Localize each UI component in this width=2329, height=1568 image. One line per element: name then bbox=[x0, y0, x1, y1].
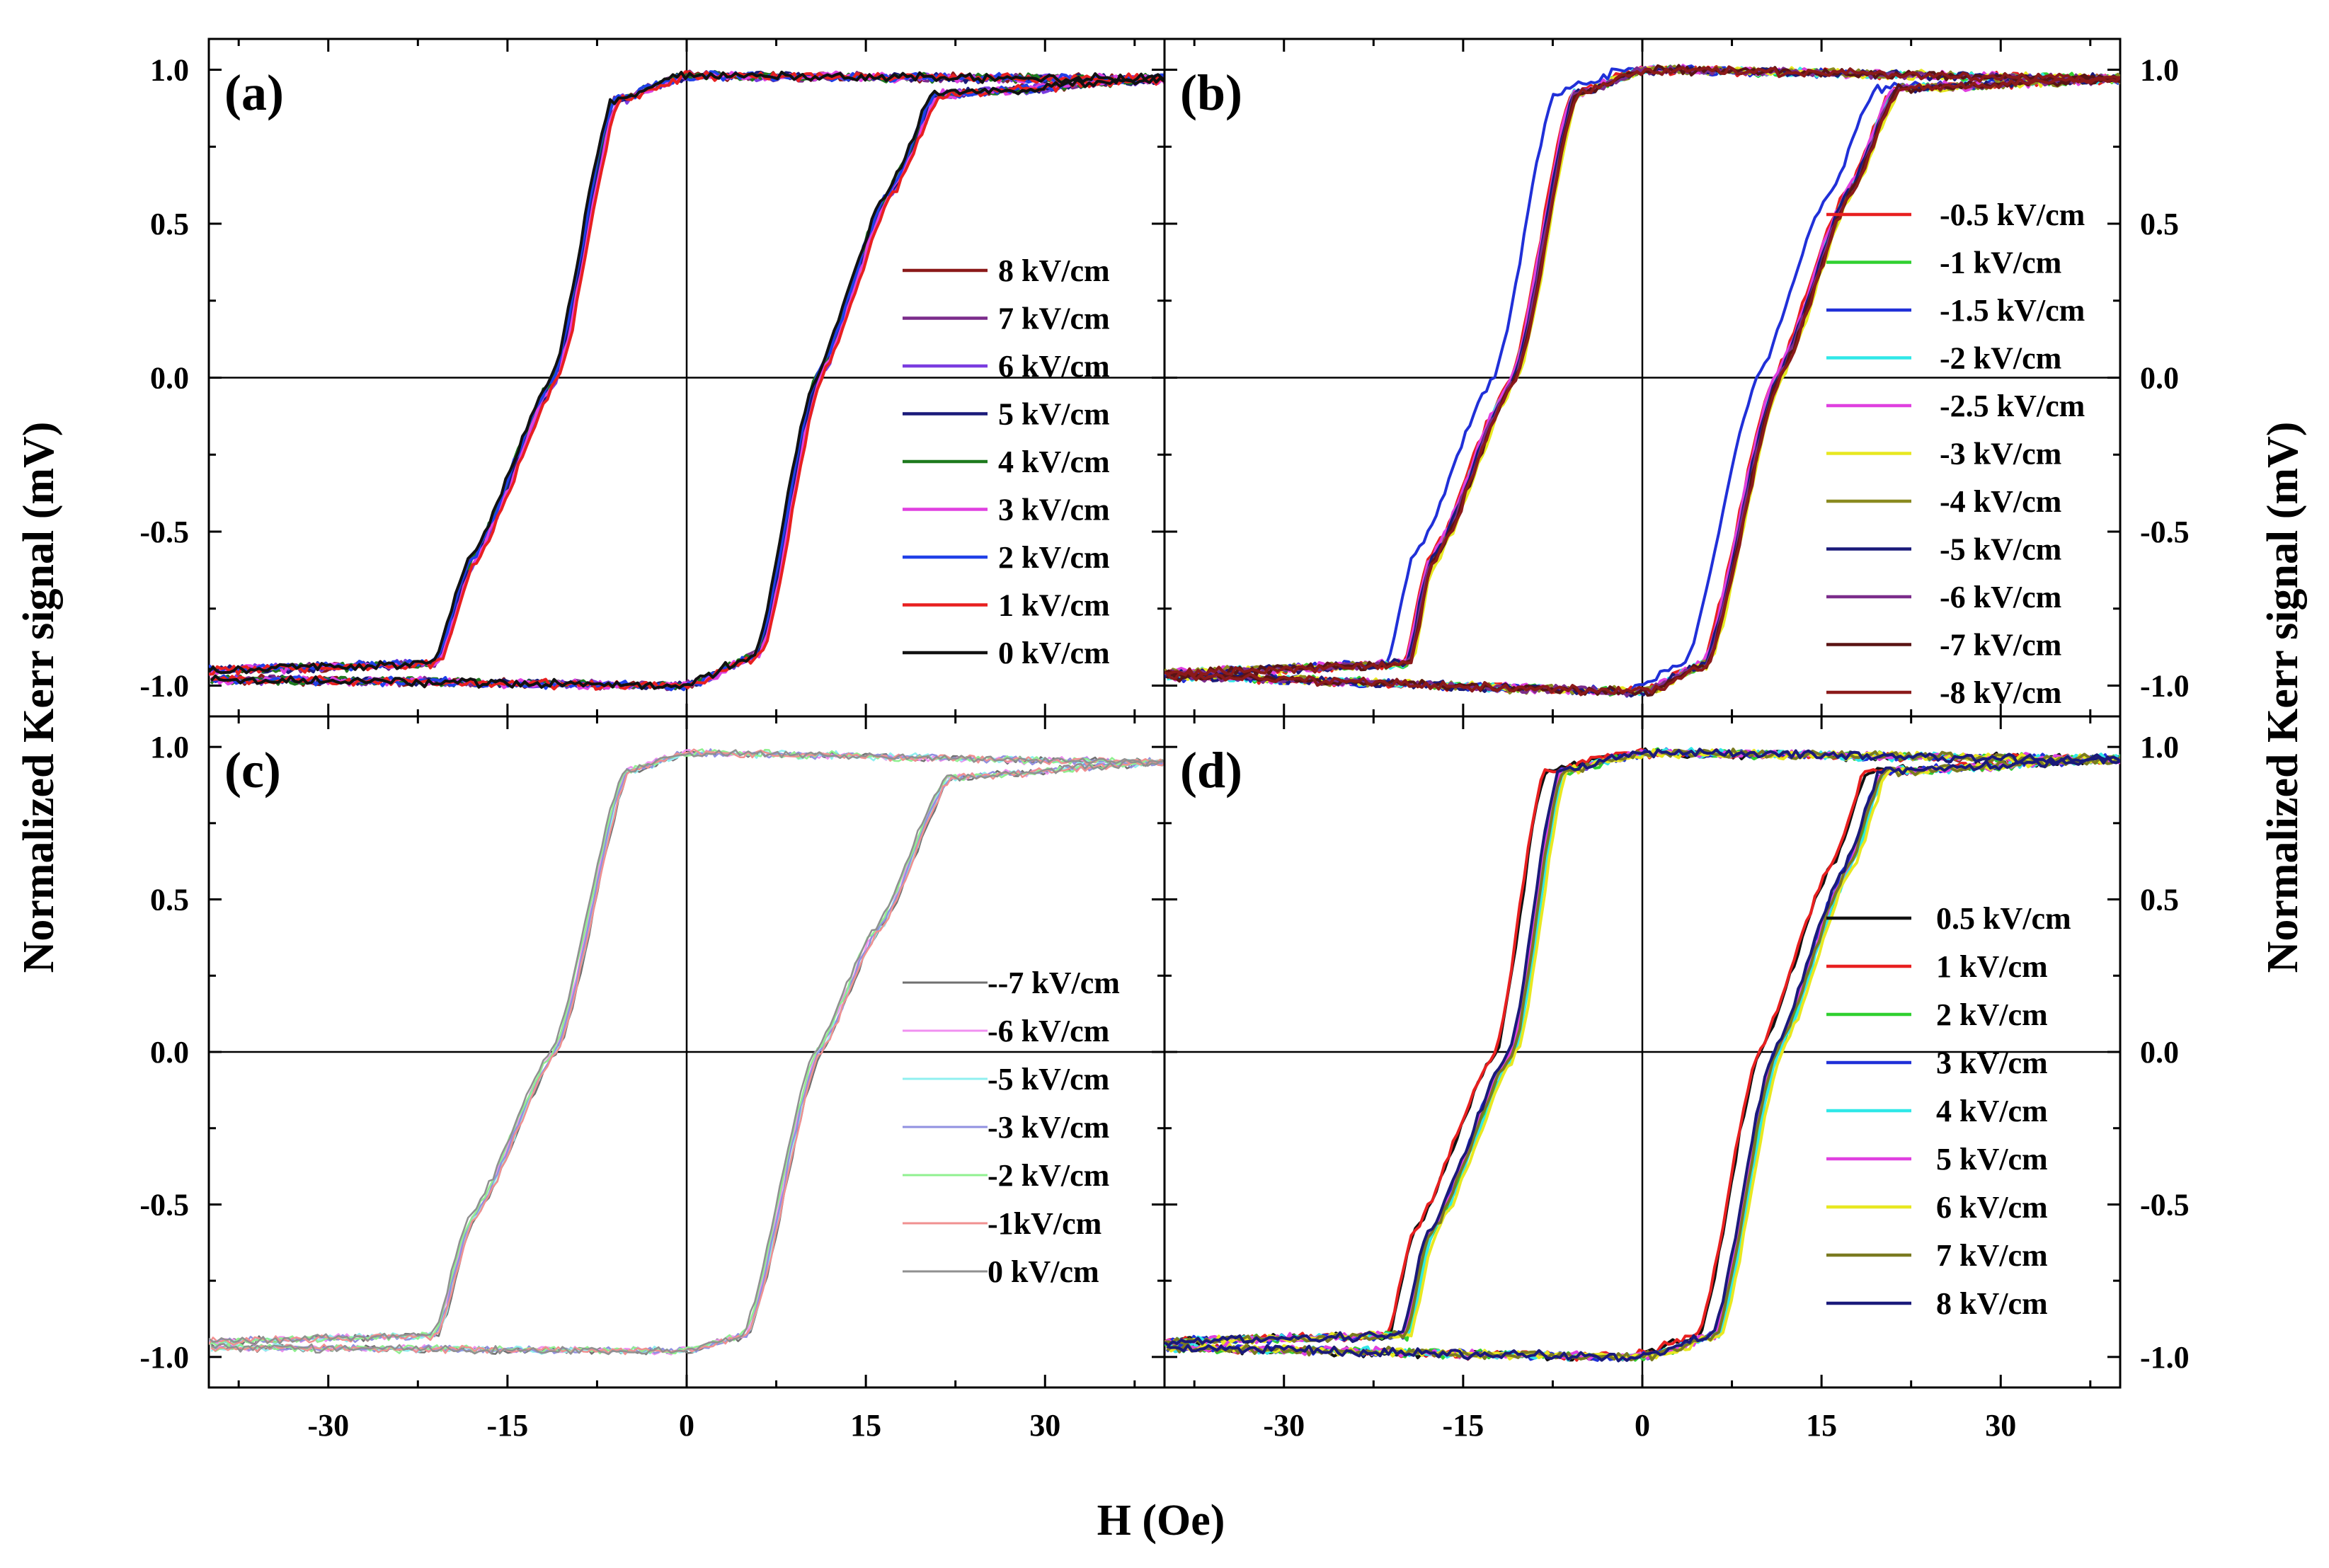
legend-label: 2 kV/cm bbox=[1936, 997, 2048, 1032]
panel-d: -30 -15 0 15 30 -1.0 -0.5 0.0 0.5 1.0 0.5 kV/cm 1 k… bbox=[1163, 715, 2190, 1443]
legend-label: 6 kV/cm bbox=[1936, 1190, 2048, 1225]
series-group bbox=[1164, 64, 2120, 698]
legend-label: -2 kV/cm bbox=[1940, 341, 2061, 376]
legend-label: -3 kV/cm bbox=[988, 1110, 1109, 1145]
legend-label: 8 kV/cm bbox=[1936, 1286, 2048, 1321]
legend-label: -1 kV/cm bbox=[1940, 246, 2061, 280]
legend-label: -8 kV/cm bbox=[1940, 675, 2061, 710]
series-group bbox=[1164, 747, 2120, 1363]
y-tick-label: -1.0 bbox=[2140, 1340, 2190, 1375]
legend-label: 2 kV/cm bbox=[998, 540, 1110, 575]
x-tick-label: -30 bbox=[307, 1408, 349, 1443]
panel-letter: (b) bbox=[1180, 64, 1242, 121]
panels-group: -1.0 -0.5 0.0 0.5 1.0 8 kV/cm 7 kV/cm 6 kV/cm 5 … bbox=[139, 38, 2190, 1443]
legend-label: 6 kV/cm bbox=[998, 349, 1110, 384]
panel-a: -1.0 -0.5 0.0 0.5 1.0 8 kV/cm 7 kV/cm 6 kV/cm 5 … bbox=[139, 38, 1166, 718]
legend-label: 3 kV/cm bbox=[1936, 1046, 2048, 1080]
panel-b: -1.0 -0.5 0.0 0.5 1.0 -0.5 kV/cm -1 kV/cm -1.5 … bbox=[1163, 38, 2190, 718]
y-tick-label: 0.0 bbox=[150, 1035, 189, 1070]
y-tick-label: 0.5 bbox=[150, 207, 189, 241]
legend-label: -1kV/cm bbox=[988, 1206, 1101, 1241]
x-tick-label: 15 bbox=[1806, 1408, 1837, 1443]
y-tick-label: 0.5 bbox=[2140, 883, 2179, 917]
x-tick-label: -30 bbox=[1263, 1408, 1305, 1443]
y-tick-label: 0.5 bbox=[150, 883, 189, 917]
series-line--8-kV-cm bbox=[1164, 65, 2120, 697]
x-tick-label: 0 bbox=[679, 1408, 694, 1443]
legend-label: -5 kV/cm bbox=[1940, 532, 2061, 567]
legend-label: 8 kV/cm bbox=[998, 253, 1110, 288]
x-tick-label: 15 bbox=[850, 1408, 881, 1443]
legend-label: -6 kV/cm bbox=[988, 1014, 1109, 1048]
legend-label: -5 kV/cm bbox=[988, 1062, 1109, 1097]
y-tick-label: 1.0 bbox=[2140, 53, 2179, 88]
series-line-0-kV-cm bbox=[209, 749, 1164, 1356]
y-tick-label: 1.0 bbox=[150, 53, 189, 88]
legend-label: -2 kV/cm bbox=[988, 1158, 1109, 1193]
legend-label: 5 kV/cm bbox=[1936, 1142, 2048, 1177]
legend-label: --7 kV/cm bbox=[988, 966, 1120, 1000]
legend-label: 0 kV/cm bbox=[998, 636, 1110, 670]
legend-label: 7 kV/cm bbox=[1936, 1238, 2048, 1273]
legend-label: -2.5 kV/cm bbox=[1940, 389, 2085, 423]
series-group bbox=[209, 748, 1164, 1356]
legend-label: -7 kV/cm bbox=[1940, 628, 2061, 663]
y-tick-label: -1.0 bbox=[139, 1340, 189, 1375]
y-tick-label: -1.0 bbox=[139, 669, 189, 704]
x-tick-label: -15 bbox=[487, 1408, 529, 1443]
legend-label: -6 kV/cm bbox=[1940, 580, 2061, 614]
legend-label: 1 kV/cm bbox=[1936, 949, 2048, 984]
legend-label: 0.5 kV/cm bbox=[1936, 901, 2071, 936]
series-line--1kV-cm bbox=[209, 748, 1164, 1356]
series-line-0-kV-cm bbox=[209, 70, 1164, 690]
legend-label: -3 kV/cm bbox=[1940, 437, 2061, 471]
legend-label: 0 kV/cm bbox=[988, 1254, 1099, 1289]
legend-label: -4 kV/cm bbox=[1940, 484, 2061, 519]
y-tick-label: -0.5 bbox=[2140, 515, 2190, 549]
y-tick-label: -0.5 bbox=[139, 515, 189, 549]
y-tick-label: 0.0 bbox=[2140, 361, 2179, 396]
x-tick-label: 0 bbox=[1635, 1408, 1650, 1443]
legend-label: 5 kV/cm bbox=[998, 397, 1110, 432]
y-tick-label: 0.5 bbox=[2140, 207, 2179, 241]
panel-letter: (a) bbox=[224, 64, 284, 121]
x-axis-title: H (Oe) bbox=[1097, 1497, 1225, 1545]
series-line-8-kV-cm bbox=[1164, 748, 2120, 1363]
x-tick-label: -15 bbox=[1443, 1408, 1484, 1443]
legend-label: 7 kV/cm bbox=[998, 302, 1110, 336]
panel-letter: (d) bbox=[1180, 742, 1242, 799]
panel-c: -30 -15 0 15 30 -1.0 -0.5 0.0 0.5 1.0 --7 kV/cm -6 … bbox=[139, 715, 1166, 1443]
x-tick-label: 30 bbox=[1029, 1408, 1060, 1443]
panel-letter: (c) bbox=[224, 742, 281, 799]
y-tick-label: 0.0 bbox=[150, 361, 189, 396]
y-tick-label: 0.0 bbox=[2140, 1035, 2179, 1070]
legend-label: 4 kV/cm bbox=[1936, 1094, 2048, 1128]
y-axis-title-right: Normalized Kerr signal (mV) bbox=[2259, 422, 2307, 973]
x-tick-label: 30 bbox=[1985, 1408, 2016, 1443]
y-axis-title-left: Normalized Kerr signal (mV) bbox=[15, 422, 63, 973]
series-group bbox=[209, 69, 1164, 692]
y-tick-label: -0.5 bbox=[2140, 1187, 2190, 1222]
y-tick-label: 1.0 bbox=[2140, 730, 2179, 765]
y-tick-label: -1.0 bbox=[2140, 669, 2190, 704]
legend-label: 1 kV/cm bbox=[998, 588, 1110, 623]
y-tick-label: 1.0 bbox=[150, 730, 189, 765]
legend-label: 3 kV/cm bbox=[998, 493, 1110, 527]
legend-label: 4 kV/cm bbox=[998, 445, 1110, 479]
y-tick-label: -0.5 bbox=[139, 1187, 189, 1222]
legend-label: -0.5 kV/cm bbox=[1940, 198, 2085, 232]
legend-label: -1.5 kV/cm bbox=[1940, 293, 2085, 328]
